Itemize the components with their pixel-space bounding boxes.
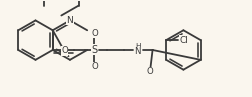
Text: S: S — [91, 45, 98, 55]
Text: O: O — [91, 29, 98, 38]
Text: N: N — [67, 16, 73, 25]
Text: O: O — [61, 46, 68, 55]
Text: H: H — [136, 43, 141, 49]
Text: O: O — [91, 62, 98, 71]
Text: N: N — [134, 47, 141, 56]
Text: O: O — [146, 67, 153, 76]
Text: Cl: Cl — [180, 36, 188, 45]
